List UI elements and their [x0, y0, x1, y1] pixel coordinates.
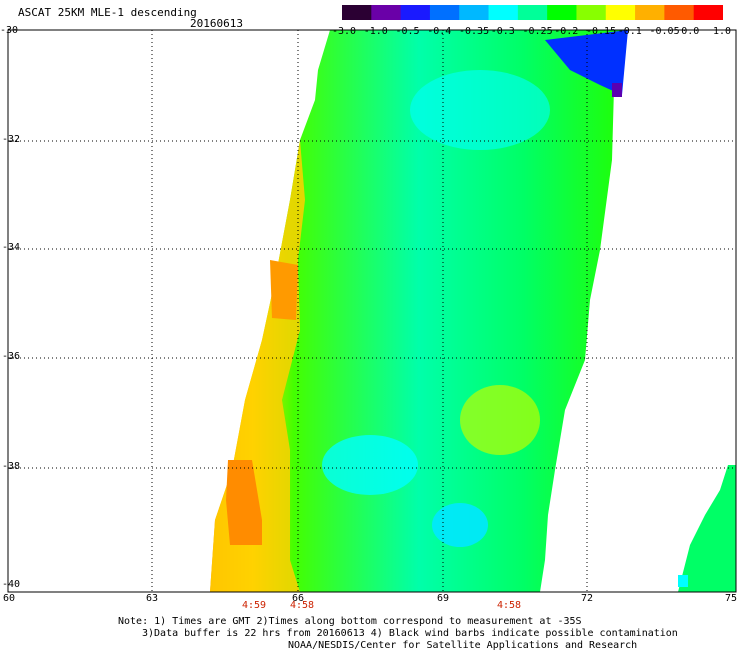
- colorbar-swatch: [693, 5, 723, 20]
- lon-label: 66: [292, 593, 305, 604]
- swath-west-orange-region: [226, 460, 262, 545]
- swath-cyan-patch: [432, 503, 488, 547]
- lat-label: -32: [2, 134, 21, 145]
- lon-label: 69: [437, 593, 450, 604]
- swath-yellow-patch: [460, 385, 540, 455]
- swath-cyan-patch: [322, 435, 418, 495]
- colorbar-swatch: [400, 5, 431, 20]
- lat-label: -34: [2, 242, 21, 253]
- colorbar-tick-label: -0.2: [554, 26, 579, 37]
- colorbar-tick-label: -3.0: [332, 26, 357, 37]
- colorbar-tick-label: -0.5: [395, 26, 420, 37]
- colorbar-swatch: [429, 5, 460, 20]
- map-title: ASCAT 25KM MLE-1 descending: [18, 6, 197, 19]
- axis-ticks: [8, 29, 14, 593]
- swath-east-fragment: [678, 465, 736, 592]
- swath-purple-pixel: [612, 83, 622, 97]
- colorbar-tick-label: -0.05: [649, 26, 680, 37]
- map-date: 20160613: [190, 17, 243, 30]
- colorbar-tick-label: -0.4: [427, 26, 452, 37]
- colorbar-tick-label: -0.15: [586, 26, 617, 37]
- swath-data-region: [210, 30, 628, 592]
- footnote-line-1: Note: 1) Times are GMT 2)Times along bot…: [118, 616, 582, 627]
- colorbar-swatch: [664, 5, 695, 20]
- colorbar-swatch: [488, 5, 519, 20]
- colorbar-swatch: [517, 5, 548, 20]
- swath-east-fragment-cyan: [678, 575, 688, 587]
- map-frame: [7, 29, 737, 593]
- colorbar: [342, 5, 723, 20]
- time-label: 4:58: [290, 600, 315, 611]
- colorbar-swatch: [576, 5, 607, 20]
- colorbar-swatch: [605, 5, 636, 20]
- colorbar-tick-label: -1.0: [363, 26, 388, 37]
- colorbar-swatch: [459, 5, 490, 20]
- lon-label: 63: [146, 593, 159, 604]
- lat-label: -38: [2, 461, 21, 472]
- swath-cyan-patch: [410, 70, 550, 150]
- colorbar-tick-label: -0.3: [490, 26, 515, 37]
- swath-west-orange-region-2: [270, 260, 298, 320]
- lat-label: -36: [2, 351, 21, 362]
- colorbar-tick-label: 0.0: [681, 26, 700, 37]
- colorbar-tick-label: -0.1: [617, 26, 642, 37]
- colorbar-swatch: [547, 5, 577, 20]
- lon-label: 72: [581, 593, 594, 604]
- lat-label: -40: [2, 579, 21, 590]
- graticule: [8, 30, 736, 592]
- time-label: 4:58: [497, 600, 522, 611]
- colorbar-tick-label: 1.0: [713, 26, 732, 37]
- colorbar-swatch: [342, 5, 372, 20]
- footnote-line-2: 3)Data buffer is 22 hrs from 20160613 4)…: [142, 628, 678, 639]
- colorbar-tick-label: -0.25: [522, 26, 553, 37]
- colorbar-swatch: [371, 5, 402, 20]
- time-label: 4:59: [242, 600, 267, 611]
- lon-label: 60: [3, 593, 16, 604]
- lon-label: 75: [725, 593, 738, 604]
- footnote: Note: 1) Times are GMT 2)Times along bot…: [118, 616, 678, 652]
- colorbar-swatch: [635, 5, 665, 20]
- lat-label: -30: [0, 25, 19, 36]
- footnote-line-3: NOAA/NESDIS/Center for Satellite Applica…: [288, 640, 638, 651]
- colorbar-tick-label: -0.35: [459, 26, 490, 37]
